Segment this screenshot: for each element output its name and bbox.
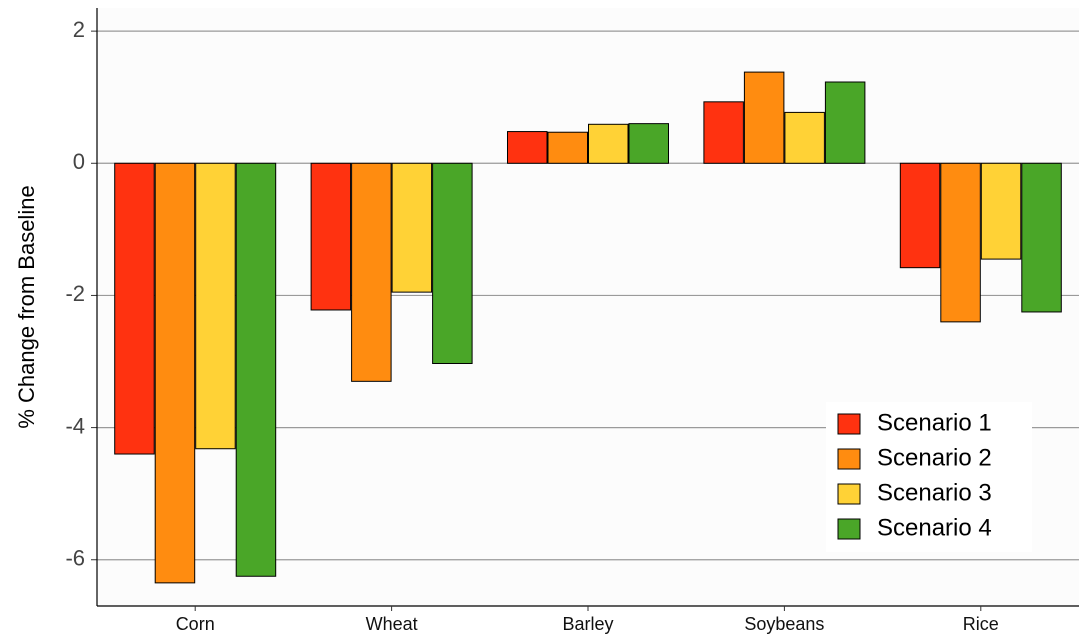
bar-soybeans-scenario-4	[824, 81, 866, 164]
x-tick-label-barley: Barley	[562, 614, 613, 634]
y-tick-label: -2	[65, 281, 85, 306]
bar-wheat-scenario-4	[432, 162, 473, 364]
bar-soybeans-scenario-2	[743, 71, 785, 164]
bar-rice-scenario-1	[899, 162, 941, 269]
y-tick-label: -4	[65, 413, 85, 438]
bar-barley-scenario-3	[588, 123, 629, 164]
bar-soybeans-scenario-1	[703, 101, 744, 164]
legend-swatch-scenario-2	[837, 448, 861, 470]
x-tick-label-rice: Rice	[963, 614, 999, 634]
legend: Scenario 1 Scenario 2 Scenario 3 Scenario 4	[826, 402, 1032, 552]
bar-wheat-scenario-1	[310, 162, 352, 311]
bar-corn-scenario-1	[114, 162, 155, 455]
bars	[114, 71, 1062, 584]
y-tick-labels: -6 -4 -2 0 2	[65, 17, 97, 571]
bar-barley-scenario-4	[628, 123, 669, 164]
legend-swatch-scenario-3	[837, 483, 861, 505]
bar-rice-scenario-4	[1021, 162, 1062, 313]
bar-barley-scenario-1	[507, 131, 548, 164]
bar-wheat-scenario-3	[391, 162, 433, 293]
legend-swatch-scenario-1	[837, 413, 861, 435]
x-tick-label-soybeans: Soybeans	[744, 614, 824, 634]
bar-barley-scenario-2	[547, 131, 588, 164]
y-tick-label: -6	[65, 546, 85, 571]
x-tick-label-corn: Corn	[176, 614, 215, 634]
x-tick-labels: Corn Wheat Barley Soybeans Rice	[176, 606, 999, 634]
legend-label-scenario-1: Scenario 1	[877, 409, 992, 436]
bar-wheat-scenario-2	[351, 162, 392, 382]
y-axis-title: % Change from Baseline	[14, 185, 39, 428]
y-tick-label: 0	[73, 149, 85, 174]
x-tick-label-wheat: Wheat	[366, 614, 418, 634]
legend-label-scenario-3: Scenario 3	[877, 479, 992, 506]
bar-corn-scenario-4	[235, 162, 277, 577]
legend-label-scenario-4: Scenario 4	[877, 514, 992, 541]
bar-soybeans-scenario-3	[784, 111, 825, 164]
bar-corn-scenario-3	[195, 162, 236, 450]
bar-corn-scenario-2	[154, 162, 196, 584]
bar-rice-scenario-3	[980, 162, 1022, 260]
legend-label-scenario-2: Scenario 2	[877, 444, 992, 471]
y-tick-label: 2	[73, 17, 85, 42]
bar-rice-scenario-2	[940, 162, 981, 323]
legend-swatch-scenario-4	[837, 518, 861, 540]
